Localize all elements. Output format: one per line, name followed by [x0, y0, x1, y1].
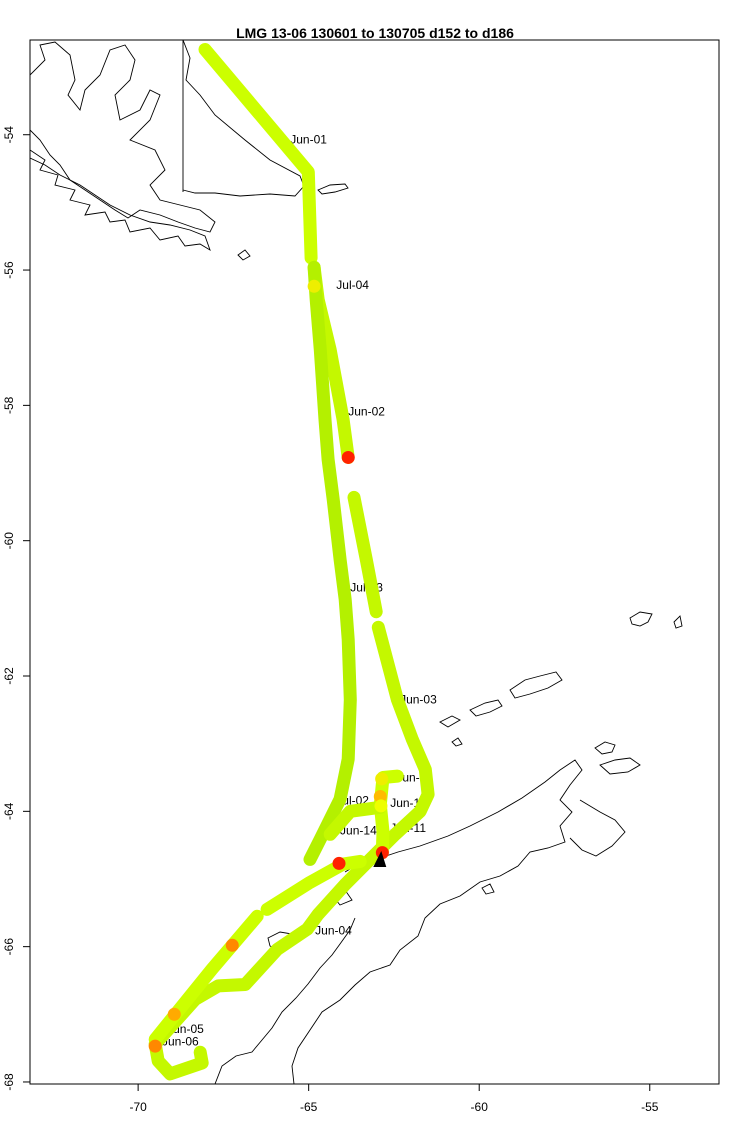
date-label: Jun-14: [340, 823, 377, 837]
track-point: [148, 1039, 162, 1053]
date-label: Jun-01: [290, 132, 327, 146]
coastlines: [30, 40, 683, 1084]
x-tick-label: -70: [129, 1100, 147, 1114]
y-tick-label: -66: [2, 938, 16, 956]
track-point: [375, 772, 389, 786]
map-title: LMG 13-06 130601 to 130705 d152 to d186: [236, 25, 514, 41]
date-label: Jul-04: [336, 278, 369, 292]
station-triangle-icon: [373, 851, 387, 868]
coastline-ice-shelf: [569, 799, 626, 857]
coastline-joinville: [594, 741, 641, 775]
date-annotations: Jun-01Jul-04Jun-02Jul-03Jun-03Jun-1Jun-1…: [162, 132, 437, 1048]
date-label: Jun-06: [162, 1034, 199, 1048]
track-segment: [303, 260, 357, 866]
ship-track: [148, 43, 435, 1081]
coastline-antarctic-peninsula: [291, 759, 583, 1084]
track-segment: [198, 43, 318, 265]
track-point: [332, 856, 346, 870]
y-tick-label: -60: [2, 532, 16, 550]
coastline-tierra-del-fuego: [182, 40, 305, 197]
track-point: [341, 450, 355, 464]
x-tick-label: -60: [471, 1100, 489, 1114]
track-point: [373, 789, 387, 803]
y-tick-label: -68: [2, 1073, 16, 1091]
x-tick-label: -55: [641, 1100, 659, 1114]
station-marker: [373, 851, 387, 868]
date-label: Jun-03: [400, 693, 437, 707]
track-segment: [323, 800, 387, 841]
coastline-islet: [451, 737, 463, 747]
highlight-points: [148, 279, 389, 1053]
date-label: Jun-1: [396, 770, 426, 784]
coastline-staten-island: [317, 183, 349, 195]
track-segment: [260, 854, 367, 916]
track-point: [167, 1007, 181, 1021]
plot-frame: [29, 39, 720, 1085]
track-point: [307, 279, 321, 293]
coastline-south-shetlands: [439, 699, 503, 728]
track-point: [225, 938, 239, 952]
date-label: Jun-04: [315, 923, 352, 937]
x-tick-label: -65: [300, 1100, 318, 1114]
axes: -70 -65 -60 -55 -54 -56 -58 -60 -62 -64 -66 -68: [2, 126, 659, 1114]
track-segment: [347, 490, 383, 619]
date-label: Jun-1: [390, 796, 420, 810]
y-tick-label: -56: [2, 261, 16, 279]
track-point: [374, 799, 388, 813]
y-tick-label: -64: [2, 802, 16, 820]
coastline-south-orkney: [629, 611, 683, 629]
y-tick-label: -58: [2, 396, 16, 414]
coastline-peninsula-west: [214, 917, 356, 1084]
y-tick-label: -54: [2, 126, 16, 144]
date-label: Jun-02: [348, 404, 385, 418]
coastline-patagonia: [30, 41, 216, 233]
coastline-islet: [237, 249, 251, 261]
track-segment: [148, 620, 435, 1081]
y-tick-label: -62: [2, 667, 16, 685]
coastline-archipelago: [30, 149, 211, 252]
coastline-king-george-island: [509, 671, 563, 699]
track-segment: [148, 909, 264, 1046]
